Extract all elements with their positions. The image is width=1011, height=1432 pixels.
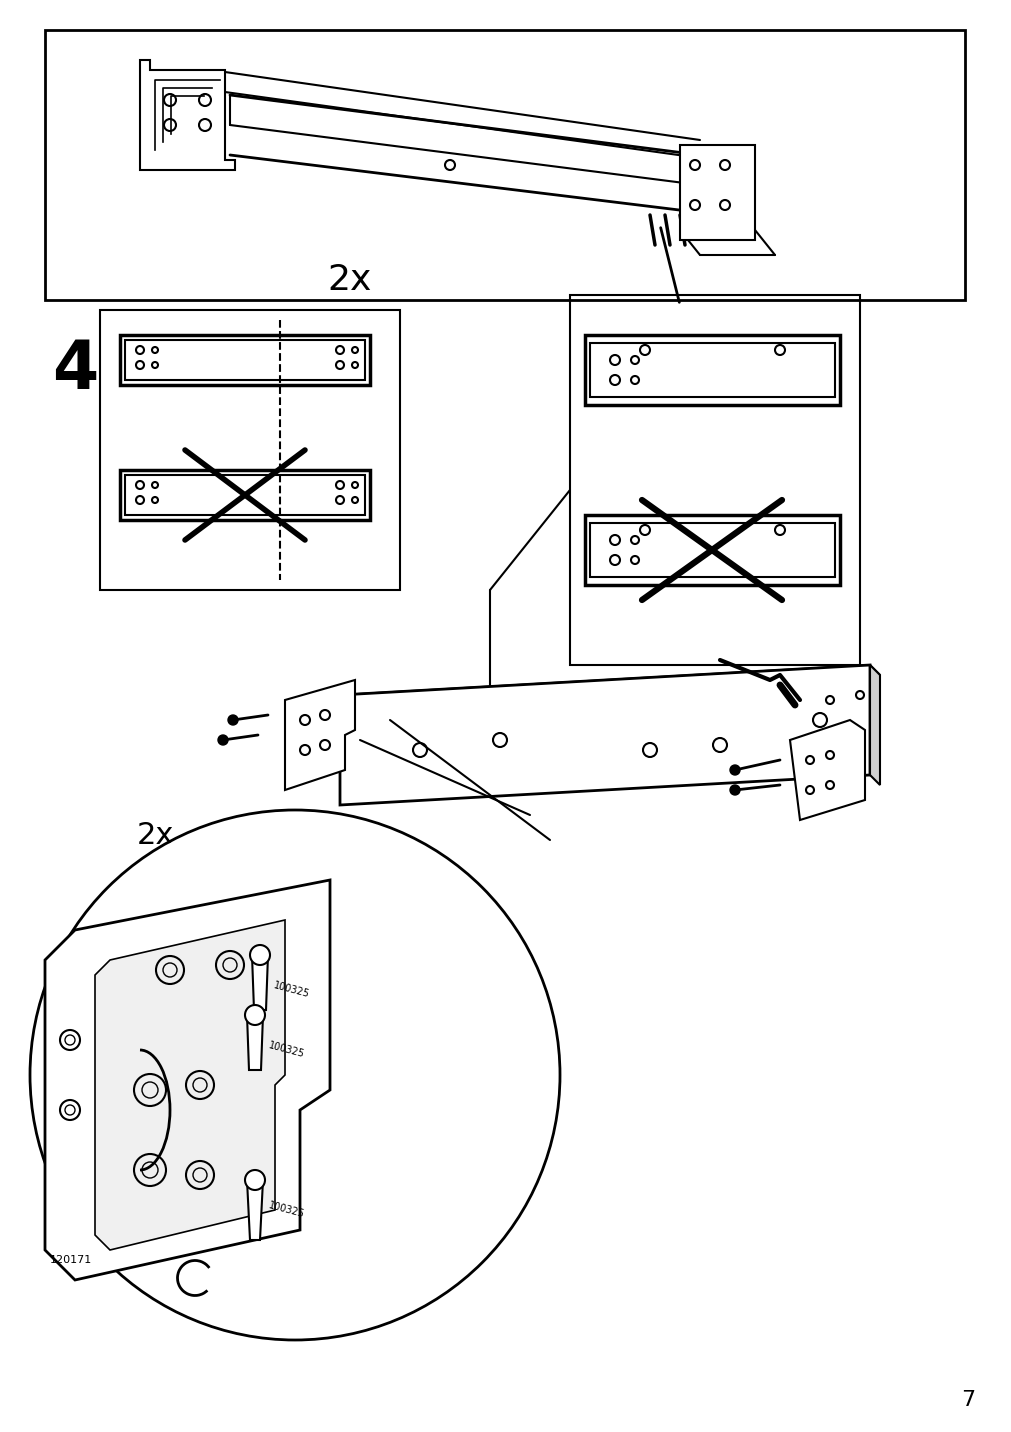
Polygon shape xyxy=(285,680,355,790)
Polygon shape xyxy=(140,60,235,170)
Polygon shape xyxy=(44,881,330,1280)
Bar xyxy=(100,309,399,590)
Polygon shape xyxy=(869,664,880,785)
Bar xyxy=(589,344,834,397)
Circle shape xyxy=(729,785,739,795)
Circle shape xyxy=(250,945,270,965)
Polygon shape xyxy=(790,720,864,821)
Bar xyxy=(125,475,365,516)
Polygon shape xyxy=(247,1015,263,1070)
Text: 2x: 2x xyxy=(328,263,372,296)
Polygon shape xyxy=(340,664,880,705)
Text: 4: 4 xyxy=(52,337,98,402)
Circle shape xyxy=(32,812,557,1337)
Polygon shape xyxy=(252,955,268,1010)
Text: 100325: 100325 xyxy=(272,981,310,1000)
Text: 7: 7 xyxy=(959,1390,974,1411)
Bar xyxy=(589,523,834,577)
Text: 100325: 100325 xyxy=(267,1200,305,1220)
Bar xyxy=(584,335,839,405)
Polygon shape xyxy=(247,1180,263,1240)
Circle shape xyxy=(729,765,739,775)
Circle shape xyxy=(245,1005,265,1025)
Text: 100325: 100325 xyxy=(267,1041,305,1060)
Bar xyxy=(125,339,365,379)
Circle shape xyxy=(217,735,227,745)
Text: 120171: 120171 xyxy=(50,1254,92,1264)
Bar xyxy=(584,516,839,586)
Bar xyxy=(120,335,370,385)
Bar xyxy=(569,295,859,664)
Bar xyxy=(44,30,964,299)
Polygon shape xyxy=(340,664,869,805)
Circle shape xyxy=(245,1170,265,1190)
Bar xyxy=(679,145,754,241)
Polygon shape xyxy=(95,919,285,1250)
Circle shape xyxy=(227,715,238,725)
Bar xyxy=(120,470,370,520)
Text: 2x: 2x xyxy=(136,821,174,849)
